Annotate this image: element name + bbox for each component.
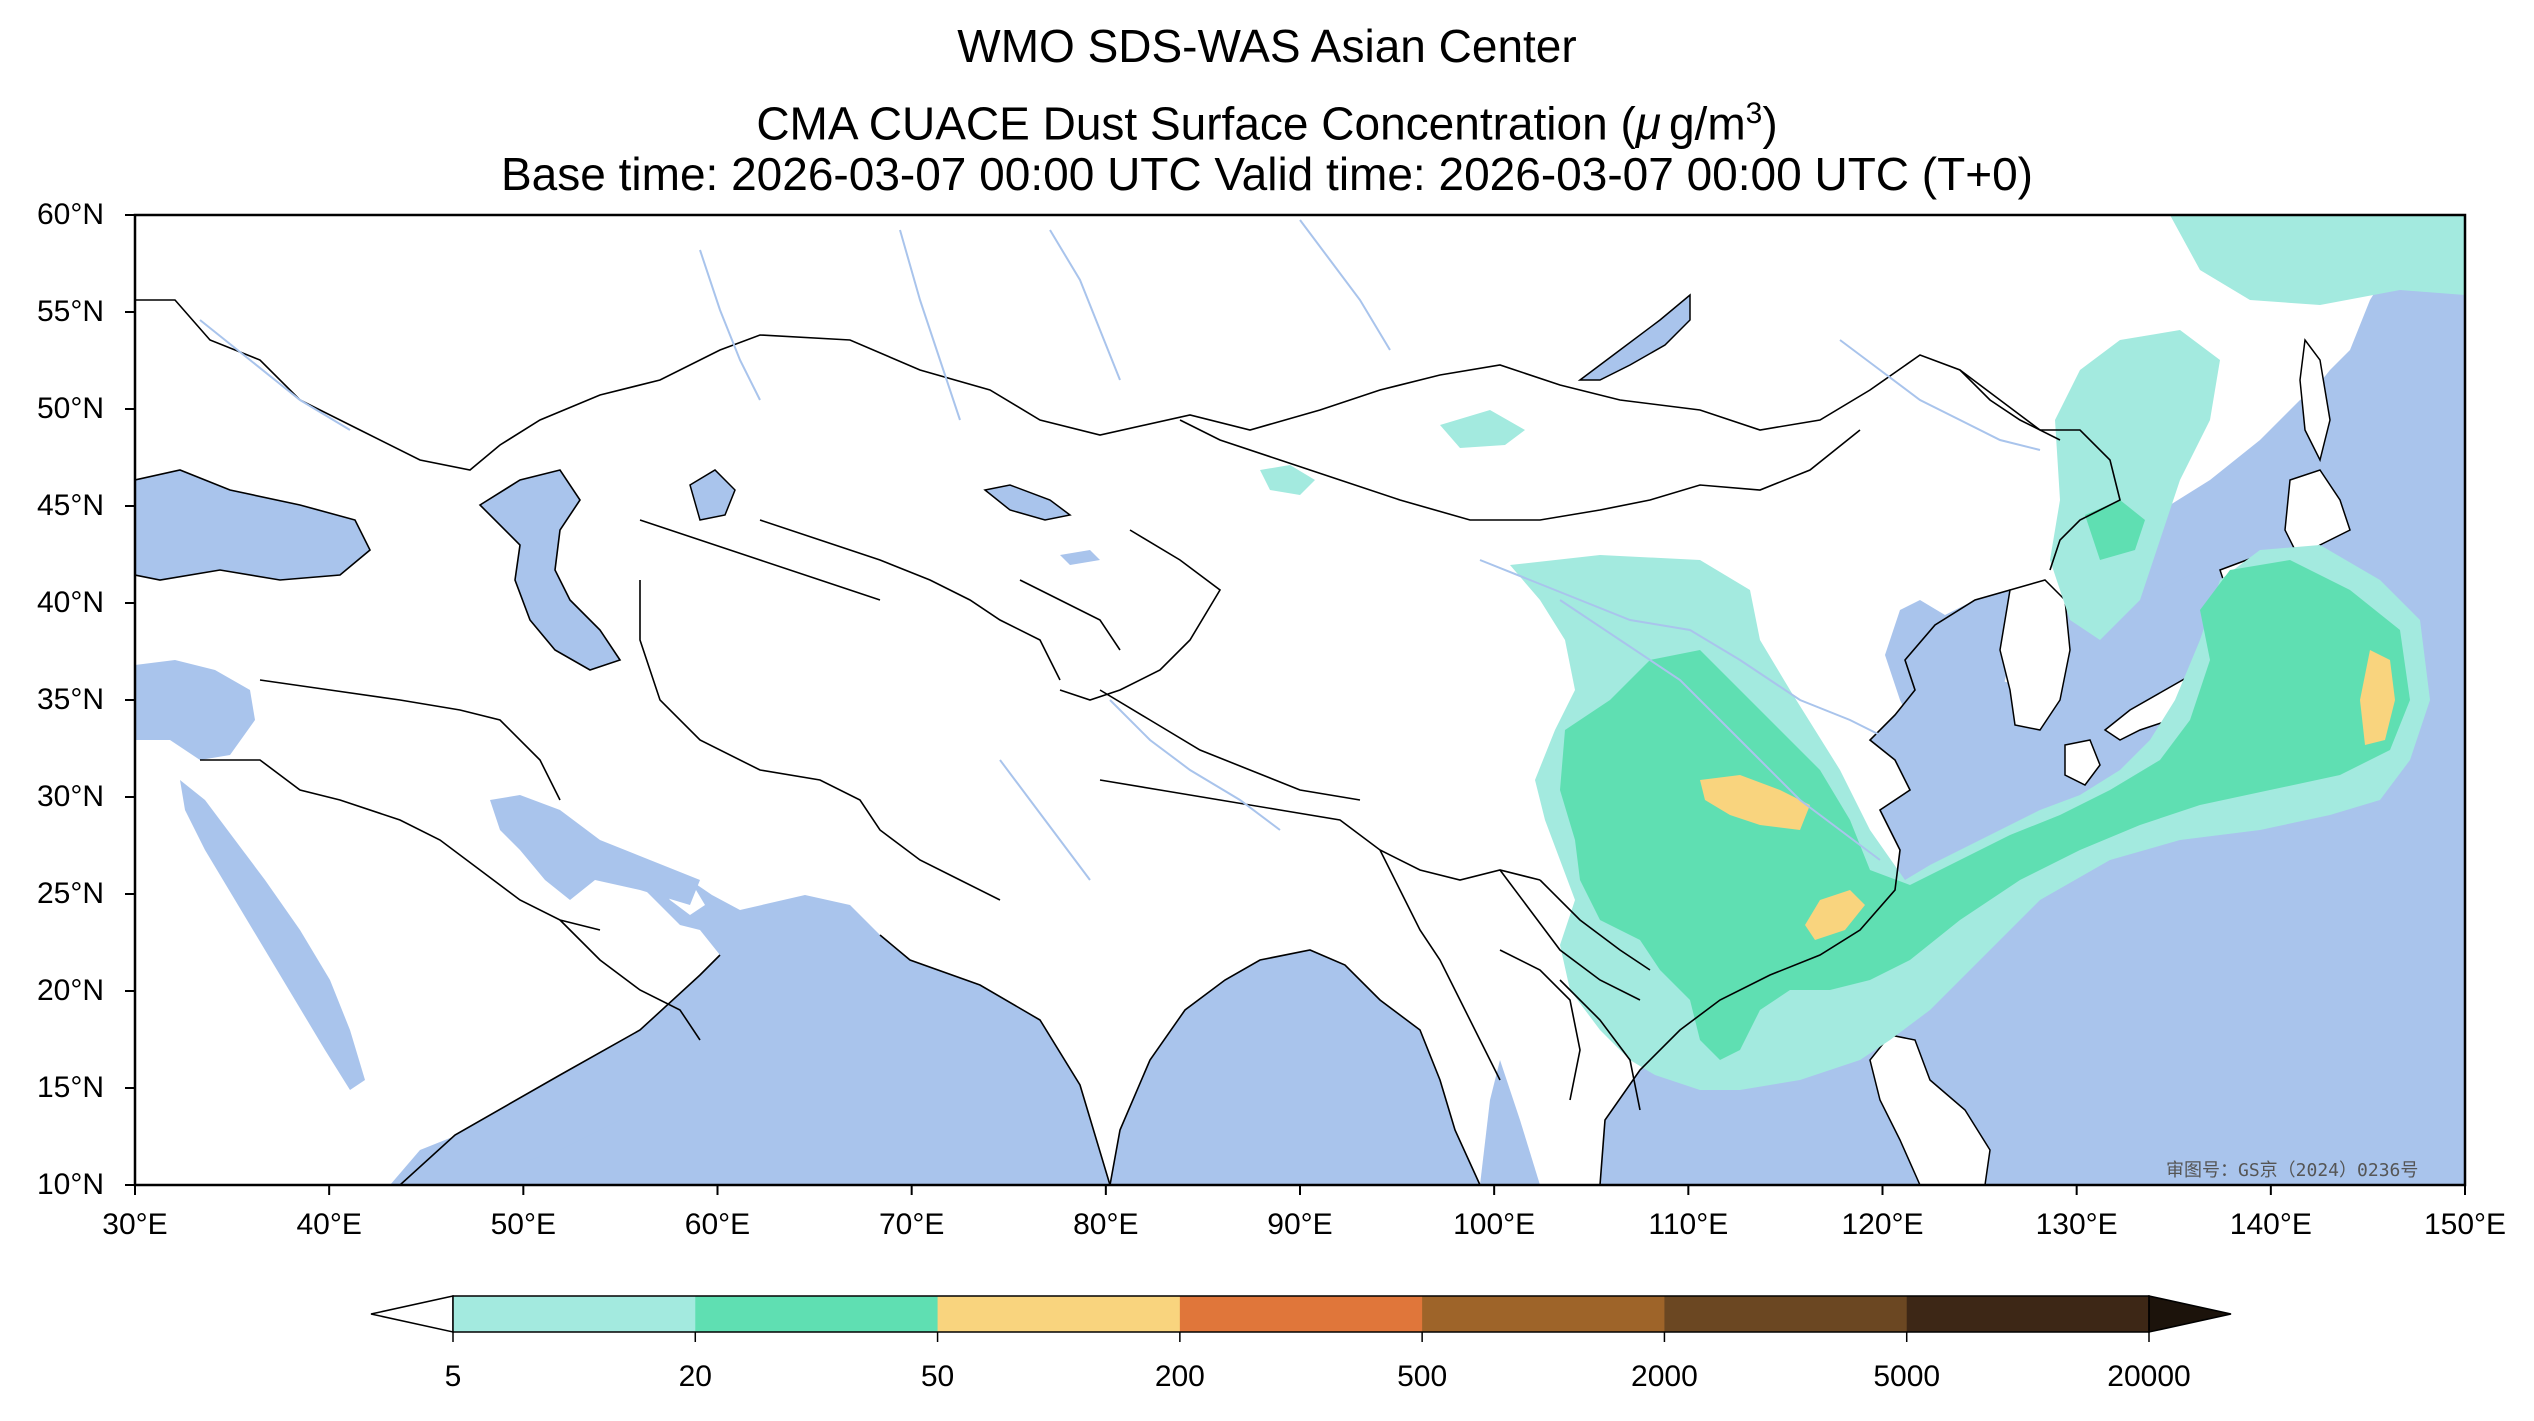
gulf-of-aden bbox=[390, 1100, 620, 1185]
lat-label: 20°N bbox=[36, 974, 104, 1007]
subtitle-prefix: CMA CUACE Dust Surface Concentration ( bbox=[756, 97, 1636, 150]
lon-label: 110°E bbox=[1648, 1208, 1729, 1241]
subtitle-mu: μ bbox=[1635, 97, 1661, 150]
lat-label: 25°N bbox=[36, 877, 104, 910]
lat-label: 50°N bbox=[36, 392, 104, 425]
subtitle-unit: g/m bbox=[1668, 97, 1746, 150]
lon-label: 70°E bbox=[878, 1208, 945, 1241]
andaman-sea bbox=[1480, 1060, 1540, 1185]
red-sea bbox=[180, 780, 365, 1090]
country-borders bbox=[135, 299, 2121, 1111]
map-approval-number: 审图号：GS京（2024）0236号 bbox=[2166, 1160, 2419, 1181]
lat-label: 35°N bbox=[36, 683, 104, 716]
lake-issyk-kul bbox=[1060, 550, 1100, 565]
lat-label: 60°N bbox=[36, 198, 104, 231]
colorbar-label: 20000 bbox=[2107, 1360, 2191, 1393]
colorbar-under-extension bbox=[370, 1295, 454, 1333]
lon-label: 120°E bbox=[1841, 1208, 1924, 1241]
dust-50-200 bbox=[1700, 650, 2395, 940]
colorbar-segment bbox=[937, 1296, 1181, 1332]
colorbar-label: 5000 bbox=[1873, 1360, 1941, 1393]
bay-of-bengal bbox=[1110, 950, 1480, 1185]
colorbar-label: 2000 bbox=[1631, 1360, 1698, 1393]
lat-label: 40°N bbox=[36, 586, 104, 619]
lon-label: 40°E bbox=[296, 1208, 362, 1241]
caspian-sea bbox=[480, 470, 620, 670]
lon-label: 50°E bbox=[490, 1208, 557, 1241]
chart-subtitle: CMA CUACE Dust Surface Concentration (μ g… bbox=[0, 86, 2534, 151]
colorbar-segment bbox=[1906, 1296, 2150, 1332]
colorbar-label: 20 bbox=[678, 1360, 712, 1393]
lon-label: 60°E bbox=[684, 1208, 751, 1241]
dust-20-50 bbox=[1560, 500, 2410, 1060]
colorbar-segment bbox=[1664, 1296, 1908, 1332]
lon-label: 140°E bbox=[2229, 1208, 2312, 1241]
forecast-times: Base time: 2026-03-07 00:00 UTC Valid ti… bbox=[501, 148, 2033, 200]
rivers bbox=[199, 219, 2041, 881]
lat-label: 30°N bbox=[36, 780, 104, 813]
lon-label: 30°E bbox=[102, 1208, 168, 1241]
colorbar bbox=[370, 1295, 2232, 1342]
lake-balkhash bbox=[983, 484, 1072, 521]
coastlines bbox=[135, 469, 2011, 1185]
lat-label: 45°N bbox=[36, 489, 104, 522]
lon-label: 130°E bbox=[2035, 1208, 2118, 1241]
colorbar-segment bbox=[1422, 1296, 1665, 1332]
philippines bbox=[1869, 1034, 1991, 1185]
sakhalin bbox=[2299, 338, 2331, 463]
colorbar-over-extension bbox=[2148, 1295, 2232, 1333]
aral-sea bbox=[689, 469, 736, 521]
japan-kyushu bbox=[2064, 739, 2101, 786]
lat-label: 15°N bbox=[36, 1071, 104, 1104]
lon-label: 90°E bbox=[1267, 1208, 1333, 1241]
persian-gulf bbox=[490, 795, 700, 905]
colorbar-label: 200 bbox=[1154, 1360, 1205, 1393]
colorbar-label: 50 bbox=[920, 1360, 955, 1393]
colorbar-label: 5 bbox=[444, 1360, 462, 1393]
lon-label: 80°E bbox=[1073, 1208, 1139, 1241]
lake-baikal bbox=[1577, 293, 1691, 381]
lat-label: 55°N bbox=[36, 295, 104, 328]
colorbar-label: 500 bbox=[1397, 1360, 1448, 1393]
lon-label: 150°E bbox=[2423, 1208, 2507, 1241]
axis-ticks bbox=[125, 214, 2466, 1195]
korea-peninsula bbox=[1999, 579, 2071, 731]
colorbar-segment bbox=[453, 1296, 696, 1332]
subtitle-suffix: ) bbox=[1762, 97, 1778, 150]
colorbar-frame bbox=[452, 1295, 2150, 1333]
map-content bbox=[135, 215, 2465, 1185]
chart-title: WMO SDS-WAS Asian Center bbox=[957, 20, 1577, 72]
mediterranean-sea bbox=[135, 660, 255, 760]
subtitle-exponent: 3 bbox=[1745, 97, 1763, 130]
colorbar-segment bbox=[1179, 1296, 1423, 1332]
lon-label: 100°E bbox=[1453, 1208, 1536, 1241]
japan-hokkaido bbox=[2284, 469, 2351, 562]
black-sea bbox=[135, 470, 370, 580]
yellow-sea bbox=[1885, 600, 2030, 770]
lat-label: 10°N bbox=[36, 1168, 104, 1201]
colorbar-segment bbox=[695, 1296, 939, 1332]
